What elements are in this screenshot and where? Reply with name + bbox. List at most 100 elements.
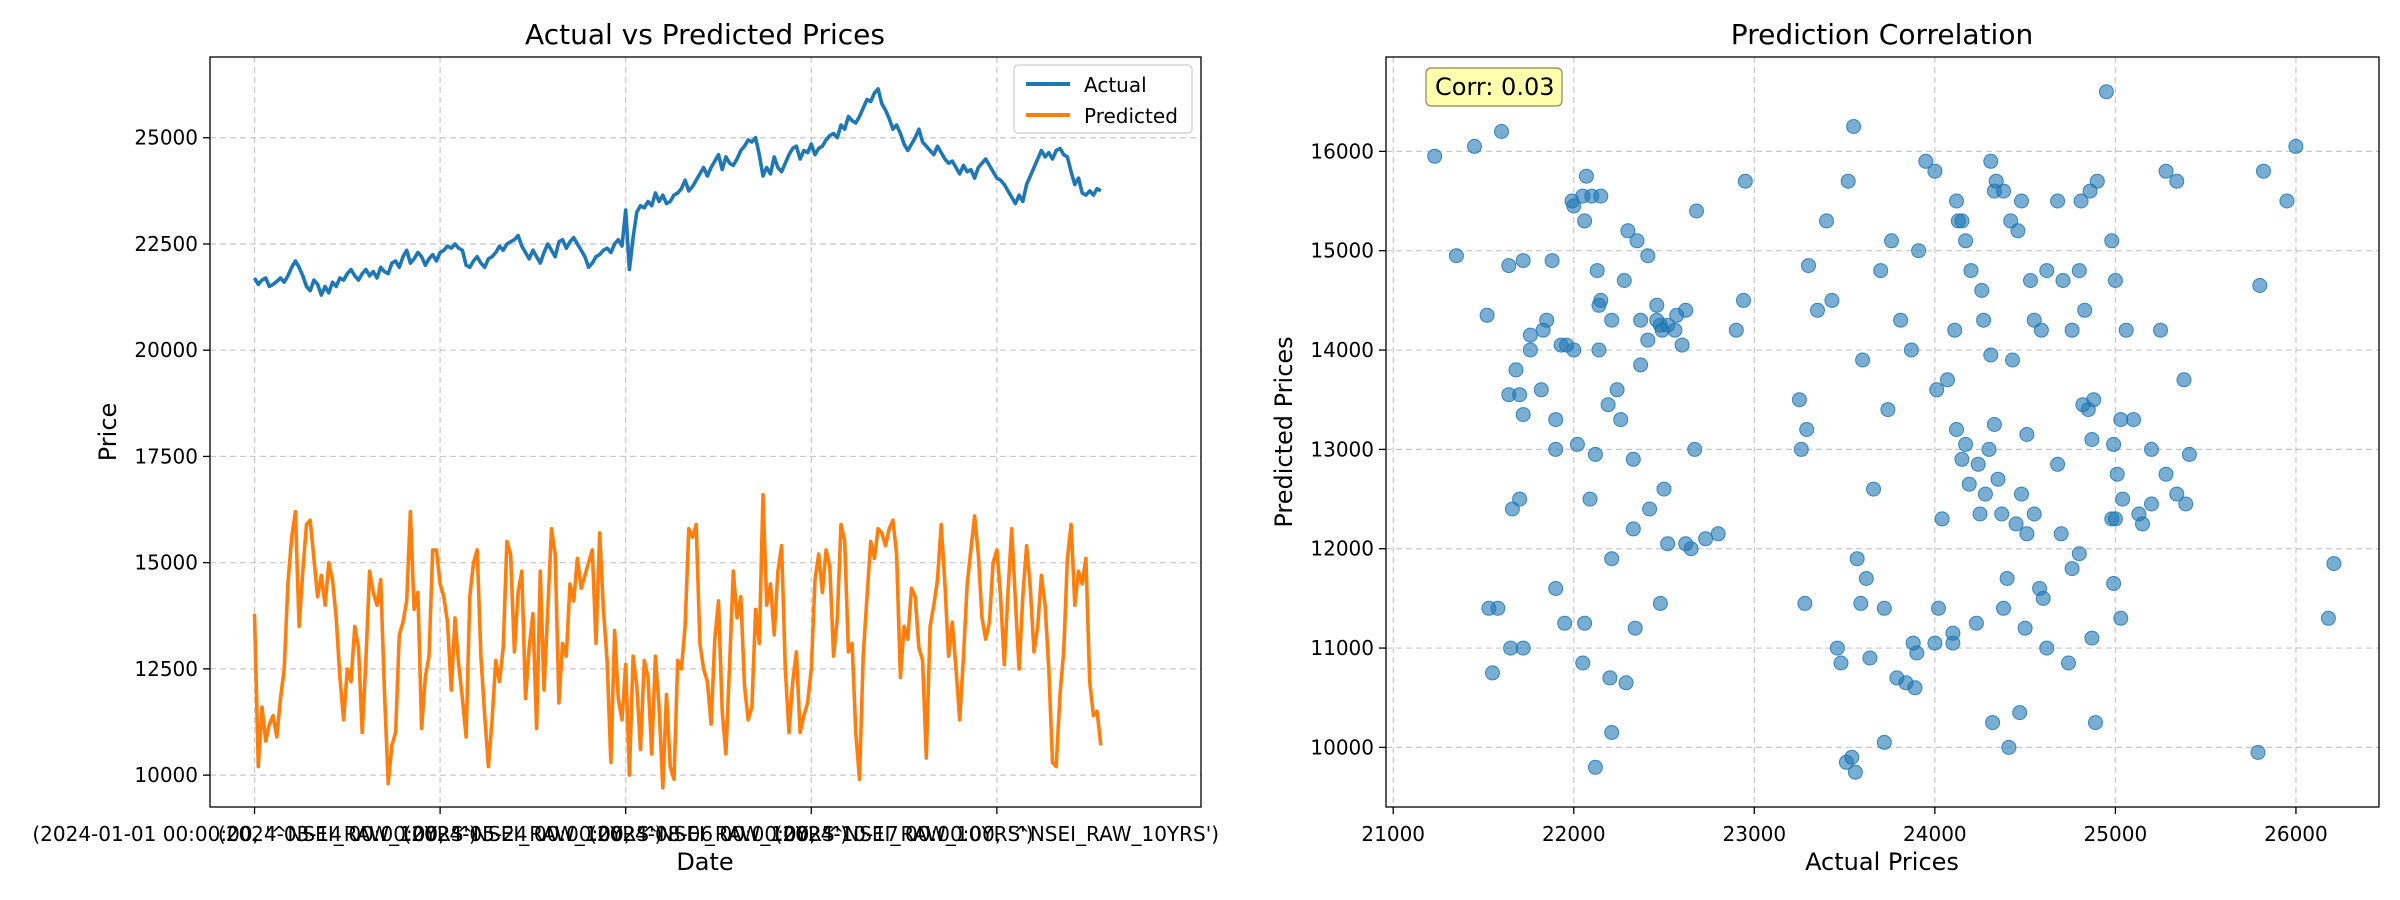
scatter-point <box>1448 248 1464 264</box>
scatter-point <box>2158 163 2174 179</box>
scatter-point <box>1604 725 1620 740</box>
scatter-point <box>2169 486 2185 502</box>
scatter-point <box>1958 233 1974 249</box>
scatter-point <box>1535 322 1551 338</box>
y-tick-label: 13000 <box>1310 437 1374 461</box>
scatter-point <box>2023 273 2038 288</box>
scatter-point <box>1819 213 1834 229</box>
scatter-point <box>1855 352 1871 368</box>
y-tick-label: 15000 <box>134 551 198 575</box>
scatter-point <box>1876 734 1892 750</box>
scatter-point <box>1640 248 1656 264</box>
y-tick-label: 14000 <box>1310 338 1374 362</box>
scatter-point <box>1970 456 1986 472</box>
scatter-chart: 10000 11000 12000 13000 14000 15000 16000 21000… <box>1270 18 2380 876</box>
scatter-point <box>2039 640 2055 656</box>
scatter-point <box>2320 610 2336 626</box>
y-tick-label: 15000 <box>1310 239 1374 263</box>
scatter-point <box>1587 759 1603 775</box>
scatter-point <box>2109 466 2125 482</box>
scatter-point <box>2014 486 2029 502</box>
scatter-point <box>1640 332 1656 348</box>
scatter-point <box>1791 392 1807 408</box>
correlation-annotation-box <box>1425 67 1563 107</box>
scatter-point <box>2279 193 2295 209</box>
scatter-point <box>2064 322 2080 338</box>
scatter-point <box>2288 138 2304 154</box>
scatter-point <box>1604 312 1620 328</box>
scatter-point <box>2106 436 2122 452</box>
line-chart-frame <box>209 56 1202 808</box>
line-chart-x-label: Date <box>676 848 733 876</box>
scatter-point <box>1903 342 1919 358</box>
scatter-point <box>1629 233 1645 249</box>
x-tick-label: (2024-03-14 00:00:00, '^NSEI_RAW_10YRS') <box>218 822 662 846</box>
scatter-point <box>2084 432 2100 447</box>
scatter-point <box>1947 322 1963 338</box>
x-tick-label: 26000 <box>2264 822 2328 846</box>
y-tick-label: 12000 <box>1310 537 1374 561</box>
scatter-point <box>1797 595 1813 611</box>
y-tick-label: 10000 <box>134 763 198 787</box>
scatter-point <box>1954 213 1970 229</box>
scatter-point <box>2080 402 2096 418</box>
scatter-point <box>2113 610 2129 626</box>
scatter-point <box>2019 427 2035 442</box>
scatter-point <box>1968 615 1984 631</box>
scatter-point <box>1602 670 1618 686</box>
scatter-point <box>2071 263 2087 279</box>
scatter-point <box>2107 273 2123 288</box>
scatter-point <box>2073 193 2089 209</box>
scatter-point <box>1698 531 1714 547</box>
scatter-point <box>1656 481 1672 497</box>
scatter-point <box>1737 173 1753 189</box>
scatter-point <box>1609 382 1625 398</box>
scatter-point <box>2135 516 2150 532</box>
scatter-point <box>1674 337 1690 353</box>
scatter-point <box>2077 302 2093 318</box>
legend-predicted-label: Predicted <box>1084 104 1178 128</box>
y-tick-label: 11000 <box>1310 636 1374 660</box>
line-chart-ticks: 10000 12500 15000 17500 20000 22500 25000 (2024… <box>32 126 1219 846</box>
scatter-point <box>1873 263 1889 279</box>
scatter-point <box>1833 655 1849 671</box>
scatter-point <box>1710 526 1726 542</box>
scatter-point <box>1963 263 1979 279</box>
scatter-point <box>1905 635 1921 651</box>
scatter-point <box>1660 536 1676 552</box>
correlation-annotation: Corr: 0.03 <box>1425 67 1563 107</box>
scatter-point <box>2106 576 2122 591</box>
scatter-point <box>1689 203 1704 219</box>
line-chart-y-label: Price <box>94 403 122 462</box>
scatter-point <box>2153 322 2168 338</box>
scatter-point <box>1494 124 1509 139</box>
scatter-point <box>1633 312 1649 328</box>
scatter-point <box>1931 600 1946 616</box>
scatter-point <box>1582 491 1598 507</box>
scatter-point <box>1544 253 1560 269</box>
scatter-point <box>2104 511 2120 527</box>
scatter-point <box>1654 322 1670 338</box>
scatter-point <box>1840 173 1856 189</box>
scatter-point <box>1728 322 1744 338</box>
scatter-point <box>1996 600 2011 616</box>
y-tick-label: 20000 <box>134 338 198 362</box>
scatter-point <box>1994 506 2010 522</box>
scatter-point <box>1508 362 1524 378</box>
scatter-point <box>1627 620 1643 636</box>
scatter-point <box>2250 744 2266 760</box>
scatter-point <box>1620 223 1636 239</box>
scatter-point <box>1945 625 1961 641</box>
scatter-point <box>2158 466 2174 482</box>
scatter-point <box>1983 153 1999 169</box>
scatter-point <box>1604 551 1620 567</box>
scatter-chart-ticks: 10000 11000 12000 13000 14000 15000 16000 21000… <box>1310 139 2327 846</box>
y-tick-label: 22500 <box>134 232 198 256</box>
scatter-point <box>2064 561 2080 577</box>
scatter-point <box>1940 372 1955 388</box>
x-tick-label: (2024-08-06 00:00:00, '^NSEI_RAW_10YRS') <box>589 822 1033 846</box>
scatter-point <box>1824 292 1840 308</box>
scatter-point <box>1949 422 1964 437</box>
scatter-point <box>1958 436 1974 452</box>
scatter-point <box>1999 571 2015 586</box>
